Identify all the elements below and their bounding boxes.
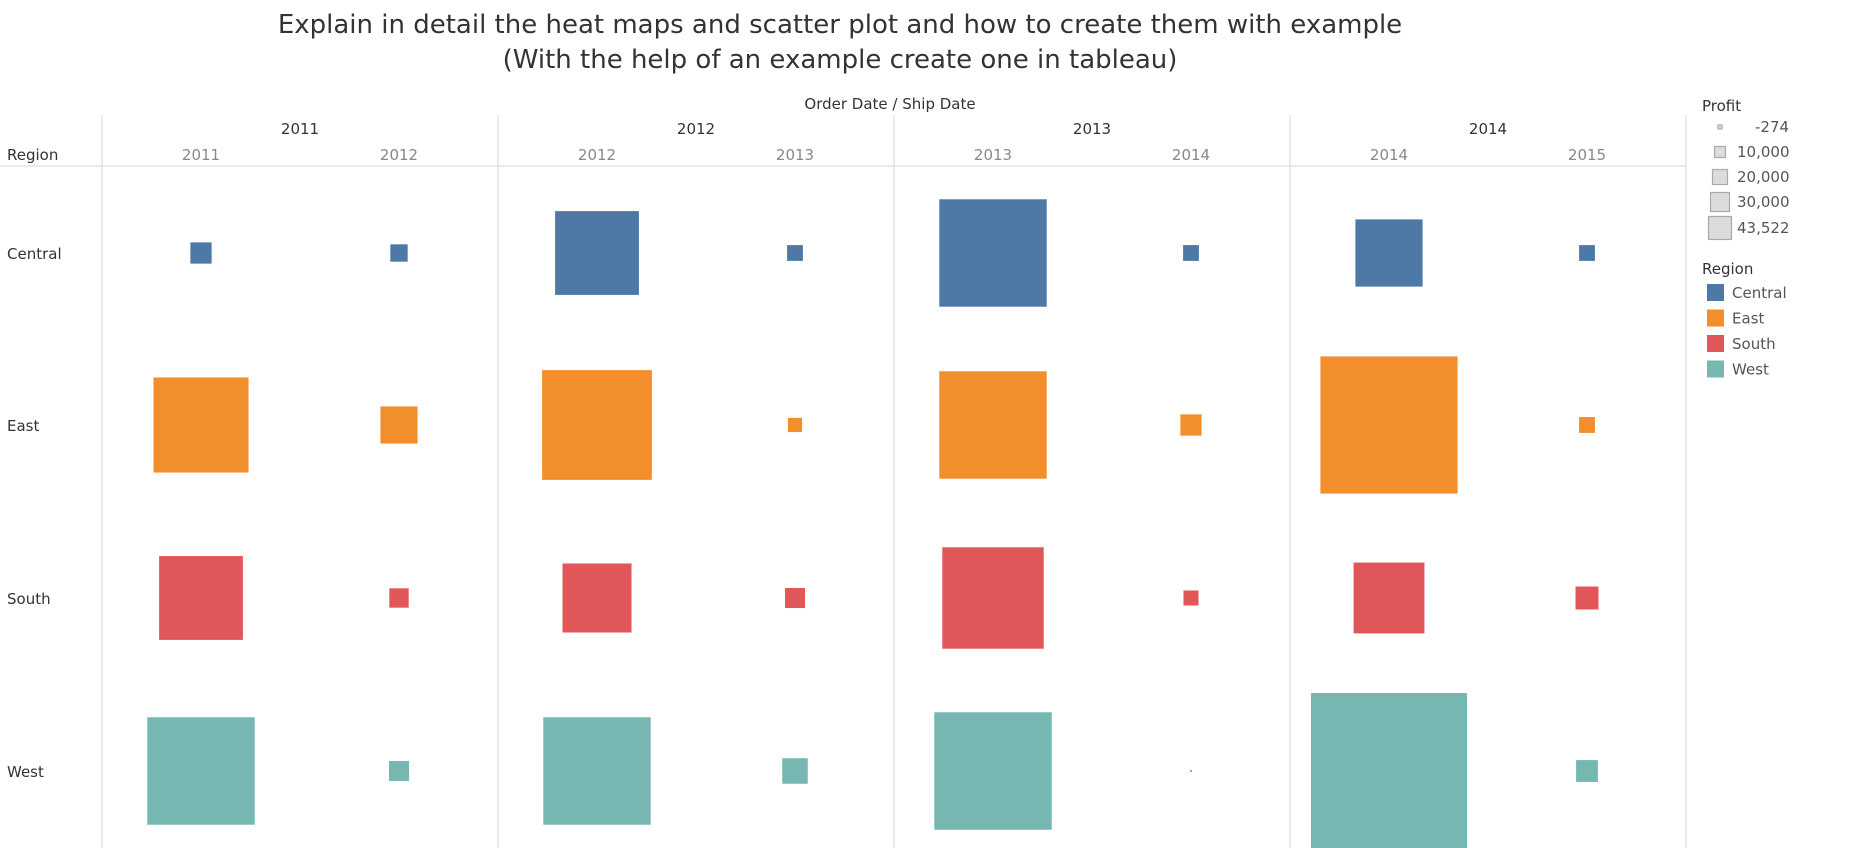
heatmap-square <box>562 563 632 633</box>
size-legend-swatch <box>1713 145 1727 159</box>
size-legend-swatch <box>1711 168 1729 186</box>
size-legend-label: 43,522 <box>1737 219 1790 237</box>
heatmap-square <box>1183 590 1199 606</box>
heatmap-square <box>147 717 255 825</box>
ship-year-label: 2012 <box>380 146 418 164</box>
ship-year-label: 2013 <box>776 146 814 164</box>
column-header-title: Order Date / Ship Date <box>804 95 975 113</box>
heatmap-square <box>934 712 1052 830</box>
heatmap-square <box>542 370 652 480</box>
order-year-label: 2014 <box>1469 120 1507 138</box>
color-legend-label: East <box>1732 310 1764 328</box>
heatmap-square <box>555 211 639 295</box>
heatmap-square <box>1311 693 1467 848</box>
ship-year-label: 2012 <box>578 146 616 164</box>
heatmap-square <box>543 717 651 825</box>
color-legend-swatch <box>1707 284 1724 301</box>
heatmap-square <box>942 547 1044 649</box>
order-year-label: 2012 <box>677 120 715 138</box>
heatmap-square <box>1190 770 1192 772</box>
heatmap-square <box>787 417 803 433</box>
heatmap-square <box>159 556 243 640</box>
heatmap-square <box>1320 356 1458 494</box>
heatmap-square <box>380 406 418 444</box>
color-legend-label: Central <box>1732 284 1787 302</box>
color-legend-swatch <box>1707 309 1724 327</box>
region-row-label: Central <box>7 245 62 263</box>
heatmap-square <box>388 760 410 782</box>
region-row-label: South <box>7 590 51 608</box>
color-legend-label: South <box>1732 335 1776 353</box>
region-row-label: East <box>7 417 39 435</box>
heatmap-square <box>787 245 803 261</box>
chart-title-line-2: (With the help of an example create one … <box>502 45 1178 75</box>
ship-year-label: 2011 <box>182 146 220 164</box>
row-header-title: Region <box>7 146 58 164</box>
size-legend-title: Profit <box>1702 97 1741 115</box>
heatmap-square <box>1180 414 1202 436</box>
heatmap-square <box>1355 219 1423 287</box>
heatmap-square <box>1579 417 1595 433</box>
chart-title-line-1: Explain in detail the heat maps and scat… <box>277 10 1403 40</box>
color-legend-swatch <box>1707 335 1724 352</box>
order-year-label: 2013 <box>1073 120 1111 138</box>
ship-year-label: 2014 <box>1172 146 1210 164</box>
heatmap-square <box>784 587 806 609</box>
heatmap-square <box>1575 586 1599 610</box>
heatmap-square <box>939 371 1047 479</box>
ship-year-label: 2015 <box>1568 146 1606 164</box>
heatmap-square <box>1183 245 1199 261</box>
size-legend-label: 20,000 <box>1737 168 1790 186</box>
heatmap-square <box>390 244 408 262</box>
heatmap-square <box>939 199 1047 307</box>
size-legend-label: 30,000 <box>1737 193 1790 211</box>
size-legend-label: -274 <box>1755 118 1789 136</box>
size-legend-swatch <box>1709 191 1731 213</box>
heatmap-square <box>782 758 808 784</box>
color-legend-title: Region <box>1702 260 1753 278</box>
heatmap-square <box>190 242 212 264</box>
heatmap-square <box>153 377 249 473</box>
heatmap-square <box>1579 245 1595 261</box>
ship-year-label: 2013 <box>974 146 1012 164</box>
heatmap-square <box>1576 760 1598 782</box>
ship-year-label: 2014 <box>1370 146 1408 164</box>
heatmap-square <box>1353 562 1425 634</box>
heatmap-square <box>389 588 409 608</box>
region-row-label: West <box>7 763 44 781</box>
size-legend-swatch <box>1707 215 1733 241</box>
size-legend-swatch <box>1717 124 1723 130</box>
size-legend-label: 10,000 <box>1737 143 1790 161</box>
order-year-label: 2011 <box>281 120 319 138</box>
color-legend-swatch <box>1707 360 1724 378</box>
color-legend-label: West <box>1732 361 1769 379</box>
